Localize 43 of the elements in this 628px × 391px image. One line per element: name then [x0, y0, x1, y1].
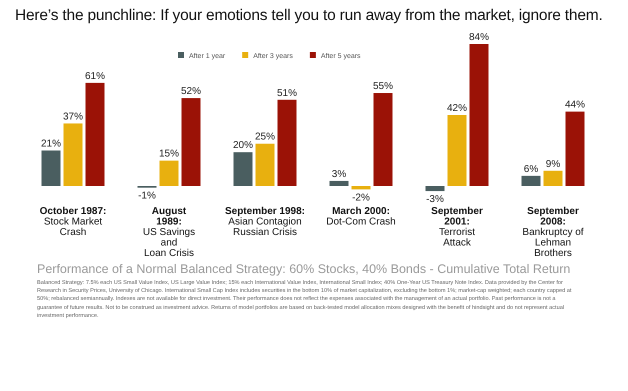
- bar: [470, 44, 488, 186]
- x-tick-label: March 2000: Dot-Com Crash: [326, 206, 396, 228]
- data-label: 52%: [180, 86, 202, 98]
- data-label: 51%: [276, 88, 298, 99]
- bar: [86, 82, 104, 186]
- data-label: 84%: [468, 32, 490, 43]
- bar: [566, 112, 584, 186]
- data-label: 37%: [62, 111, 84, 122]
- bar: [544, 170, 562, 186]
- bar: [160, 160, 178, 186]
- bar: [278, 100, 296, 186]
- data-label: 15%: [158, 148, 180, 160]
- bar: [374, 93, 392, 186]
- bar: [234, 152, 252, 186]
- x-tick-label: October 1987: Stock Market Crash: [40, 206, 106, 238]
- x-tick-label: September 2008: Bankruptcy of Lehman Brothers: [522, 206, 584, 259]
- data-label: -3%: [426, 194, 444, 206]
- text: Performance of a Normal Balanced Strategy: 60% Stocks, 40% Bonds - Cumulative Total Return: [37, 262, 570, 276]
- bar: [182, 98, 200, 186]
- data-label: 21%: [40, 138, 62, 150]
- x-tick-label: September 2001: Terrorist Attack: [431, 206, 483, 248]
- chart-title: Here’s the punchline: If your emotions tell you to run away from the market, ignore them.: [15, 7, 603, 25]
- bar: [42, 150, 60, 186]
- bar: [256, 144, 274, 186]
- bar: [330, 180, 348, 186]
- bar: [64, 123, 82, 186]
- x-tick-label: September 1998: Asian Contagion Russian Crisis: [224, 206, 306, 238]
- bar: [426, 186, 444, 192]
- data-label: 25%: [254, 132, 276, 143]
- data-label: 44%: [564, 100, 586, 111]
- x-tick-label: August 1989: US Savings and Loan Crisis: [142, 206, 196, 259]
- data-label: 9%: [546, 158, 560, 170]
- data-label: -2%: [352, 192, 370, 204]
- data-label: 61%: [84, 70, 106, 82]
- bar: [352, 186, 370, 190]
- bar: [448, 115, 466, 186]
- data-label: 6%: [524, 164, 538, 175]
- data-label: 55%: [372, 81, 394, 92]
- data-label: 20%: [232, 140, 254, 152]
- data-label: 3%: [332, 168, 346, 180]
- data-label: -1%: [138, 190, 156, 202]
- bar: [522, 176, 540, 186]
- data-label: 42%: [446, 103, 468, 114]
